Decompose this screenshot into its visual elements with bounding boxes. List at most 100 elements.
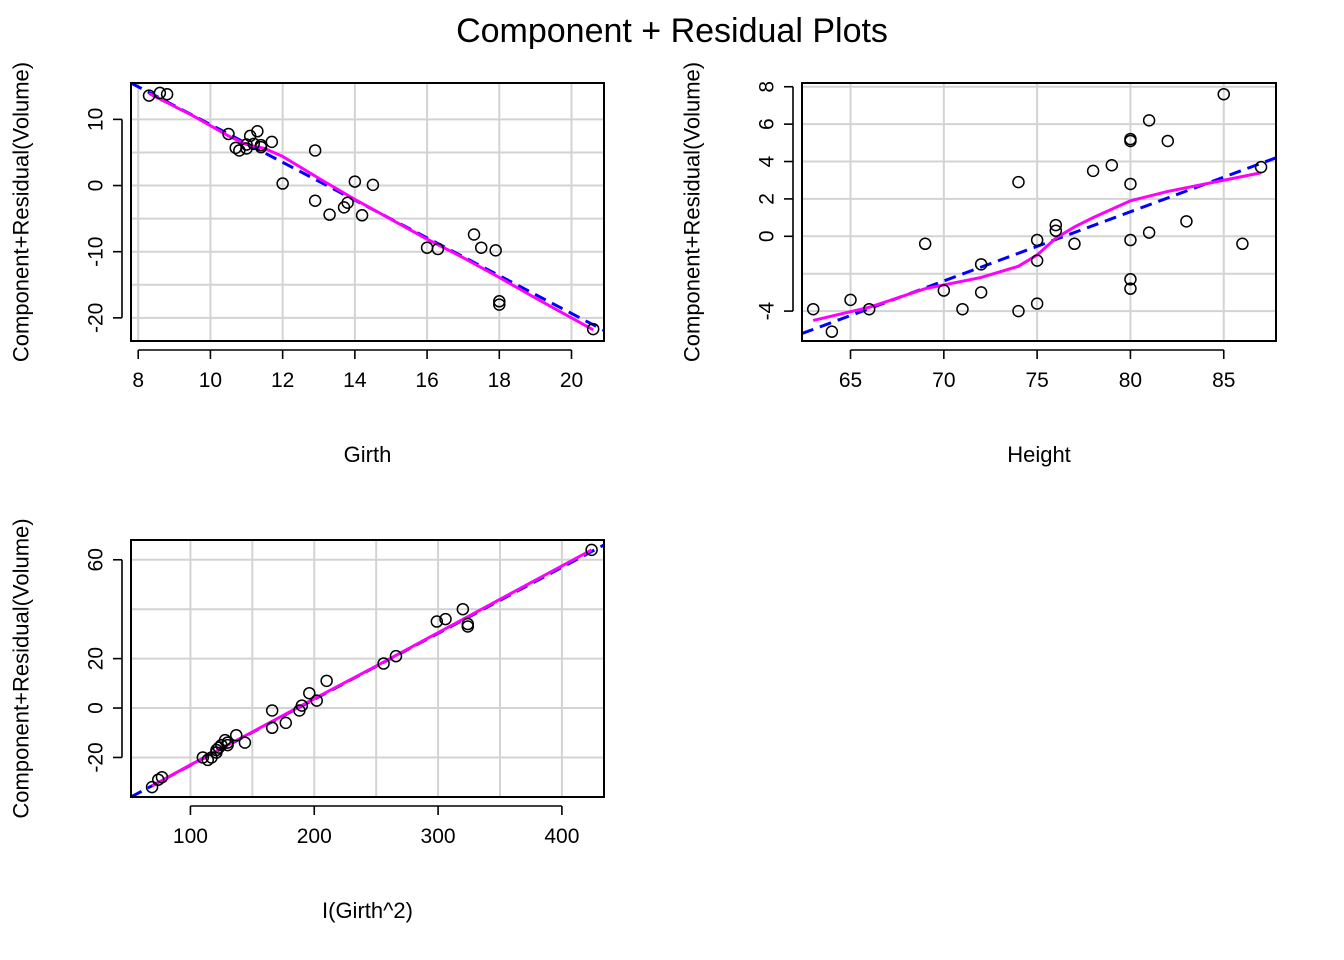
y-tick-label: -20 xyxy=(85,742,108,772)
data-point xyxy=(974,258,988,271)
data-point xyxy=(1068,237,1081,251)
data-point xyxy=(308,194,322,208)
x-tick-label: 400 xyxy=(544,825,579,848)
x-tick-label: 65 xyxy=(839,369,862,392)
y-tick-label: 0 xyxy=(85,702,108,714)
data-point xyxy=(1124,273,1137,286)
y-tick-label: 6 xyxy=(756,118,779,130)
data-point xyxy=(145,780,159,794)
data-point xyxy=(1086,164,1100,178)
x-tick-label: 70 xyxy=(932,369,955,392)
data-point xyxy=(1236,237,1249,251)
data-point xyxy=(493,298,506,311)
data-point xyxy=(247,137,261,151)
data-point xyxy=(341,196,354,209)
x-tick-label: 8 xyxy=(132,369,144,392)
figure-title: Component + Residual Plots xyxy=(456,12,888,50)
y-tick-label: -4 xyxy=(756,301,779,320)
x-tick-label: 14 xyxy=(343,369,367,392)
data-point xyxy=(1030,233,1044,247)
data-point xyxy=(1161,134,1175,148)
data-point xyxy=(377,657,390,670)
y-axis-label: Component+Residual(Volume) xyxy=(680,62,705,362)
data-point xyxy=(153,86,167,100)
data-point xyxy=(1124,132,1137,146)
data-point xyxy=(956,302,969,316)
y-tick-label: 0 xyxy=(756,230,779,242)
y-axis-label: Component+Residual(Volume) xyxy=(9,62,34,362)
data-point xyxy=(160,87,174,101)
data-point xyxy=(1012,304,1025,318)
y-tick-label: 0 xyxy=(85,180,108,192)
x-tick-label: 85 xyxy=(1212,369,1235,392)
data-point xyxy=(1142,226,1156,239)
data-point xyxy=(1012,175,1025,189)
data-point xyxy=(238,736,252,749)
data-point xyxy=(586,322,600,336)
data-point xyxy=(276,177,289,190)
data-point xyxy=(1142,114,1156,127)
data-point xyxy=(844,293,857,307)
data-point xyxy=(295,699,309,712)
y-tick-label: 4 xyxy=(756,155,779,167)
data-point xyxy=(222,127,235,141)
data-point xyxy=(265,721,279,735)
data-point xyxy=(323,208,336,221)
smooth-fit-line xyxy=(812,171,1262,322)
data-point xyxy=(221,738,234,752)
x-tick-label: 12 xyxy=(271,369,294,392)
data-point xyxy=(155,770,169,784)
data-point xyxy=(320,674,333,688)
data-point xyxy=(310,694,323,707)
data-point xyxy=(461,617,475,631)
data-point xyxy=(265,704,279,717)
data-point xyxy=(467,228,481,241)
x-tick-label: 20 xyxy=(560,369,583,392)
smooth-fit-line xyxy=(148,92,594,332)
data-point xyxy=(389,649,403,663)
data-point xyxy=(585,543,598,557)
data-point xyxy=(489,244,502,257)
data-point xyxy=(254,138,268,152)
y-tick-label: 20 xyxy=(85,647,108,670)
x-tick-label: 100 xyxy=(173,825,208,848)
x-tick-label: 75 xyxy=(1025,369,1048,392)
data-point xyxy=(431,242,445,256)
y-tick-label: -20 xyxy=(85,303,108,333)
y-tick-label: 10 xyxy=(85,108,108,131)
data-point xyxy=(862,302,876,316)
data-point xyxy=(1105,159,1119,172)
panel-girth-squared: 100 200 300 400 -20 0 20 60 I(Girth^2) Component+… xyxy=(9,518,605,923)
y-tick-label: -10 xyxy=(85,237,108,267)
data-point xyxy=(229,728,243,742)
data-point xyxy=(279,716,293,730)
data-point xyxy=(937,284,951,297)
x-axis-label: Height xyxy=(1007,442,1071,467)
data-point xyxy=(456,602,470,616)
x-tick-label: 200 xyxy=(297,825,332,848)
x-tick-label: 16 xyxy=(415,369,438,392)
x-tick-label: 18 xyxy=(488,369,511,392)
x-tick-label: 10 xyxy=(199,369,222,392)
data-point xyxy=(348,175,362,188)
data-point xyxy=(308,144,322,157)
data-point xyxy=(430,615,444,628)
y-axis-label: Component+Residual(Volume) xyxy=(9,518,34,818)
data-point xyxy=(1254,160,1268,174)
data-point xyxy=(1049,218,1063,232)
data-point xyxy=(366,178,380,192)
data-point xyxy=(1030,254,1044,267)
data-point xyxy=(825,325,839,338)
data-point xyxy=(233,144,246,157)
data-point xyxy=(806,302,820,316)
data-point xyxy=(461,620,475,633)
data-point xyxy=(974,286,988,299)
data-point xyxy=(1217,87,1230,101)
data-point xyxy=(1124,282,1137,295)
plot-frame xyxy=(801,82,1277,342)
data-point xyxy=(303,686,316,700)
x-axis-label: I(Girth^2) xyxy=(322,898,413,923)
x-tick-label: 300 xyxy=(421,825,456,848)
data-point xyxy=(1049,224,1063,237)
